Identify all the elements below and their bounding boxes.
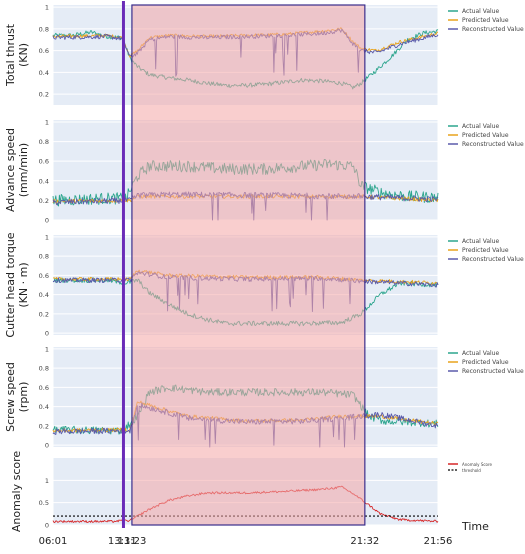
y-tick-label: 0.6 [39, 272, 49, 280]
x-tick-label: 21:32 [350, 536, 379, 547]
y-axis-label-line: (rpm) [17, 382, 30, 413]
legend-entry: Predicted Value [462, 247, 509, 254]
legend: Actual Value Predicted Value Reconstructed… [448, 350, 524, 375]
legend-entry: Actual Value [462, 350, 499, 357]
legend-entry: Reconstructed Value [462, 368, 524, 375]
y-tick-label: 0 [45, 330, 49, 338]
legend-entry: threshold [462, 468, 481, 473]
y-axis-label-line: (mm/min) [17, 143, 30, 197]
y-axis-label-line: Screw speed [4, 362, 17, 432]
legend-entry: Reconstructed Value [462, 256, 524, 263]
y-tick-label: 0.4 [39, 177, 49, 185]
legend-entry: Anomaly Score [462, 462, 493, 467]
x-axis-label: Time [461, 520, 489, 533]
legend: Actual Value Predicted Value Reconstructed… [448, 123, 524, 148]
y-tick-label: 1 [45, 118, 49, 126]
y-axis-label-line: Cutter head torque [4, 232, 17, 337]
y-axis-label-line: Advance speed [4, 128, 17, 212]
y-tick-label: 0.8 [39, 25, 49, 33]
y-tick-label: 1 [45, 477, 49, 485]
y-tick-label: 0.2 [39, 422, 49, 430]
y-axis-label: Total thrust(KN) [4, 23, 30, 87]
y-tick-label: 0.5 [39, 499, 49, 507]
legend-entry: Reconstructed Value [462, 26, 524, 33]
y-tick-label: 1 [45, 4, 49, 12]
y-axis-label-line: Anomaly score [10, 451, 23, 533]
y-tick-label: 0.4 [39, 69, 49, 77]
legend-entry: Predicted Value [462, 17, 509, 24]
y-tick-label: 0 [45, 217, 49, 225]
anomaly-region [131, 4, 366, 526]
y-tick-label: 0.2 [39, 91, 49, 99]
y-tick-label: 0.6 [39, 47, 49, 55]
legend: Actual Value Predicted Value Reconstructed… [448, 8, 524, 33]
legend-entry: Actual Value [462, 123, 499, 130]
legend-entry: Actual Value [462, 8, 499, 15]
y-tick-label: 1 [45, 345, 49, 353]
x-tick-label: 21:56 [424, 536, 453, 547]
y-tick-label: 0.4 [39, 403, 49, 411]
y-tick-label: 0.8 [39, 365, 49, 373]
y-axis-label-line: Total thrust [4, 23, 17, 87]
y-tick-label: 0 [45, 522, 49, 530]
legend-entry: Predicted Value [462, 132, 509, 139]
legend-entry: Actual Value [462, 238, 499, 245]
x-tick-label: 06:01 [39, 536, 68, 547]
y-axis-label: Anomaly score [10, 451, 23, 533]
legend: Actual Value Predicted Value Reconstructed… [448, 238, 524, 263]
y-tick-label: 0.6 [39, 384, 49, 392]
y-tick-label: 0.4 [39, 291, 49, 299]
legend-entry: Predicted Value [462, 359, 509, 366]
y-axis-label-line: (KN) [17, 43, 30, 67]
y-tick-label: 0.6 [39, 158, 49, 166]
y-axis-label: Screw speed(rpm) [4, 362, 30, 432]
y-tick-label: 0.8 [39, 253, 49, 261]
y-tick-label: 0.8 [39, 138, 49, 146]
y-axis-label-line: (KN · m) [17, 262, 30, 307]
y-tick-label: 0 [45, 442, 49, 450]
y-axis-label: Advance speed(mm/min) [4, 128, 30, 212]
y-tick-label: 0.2 [39, 197, 49, 205]
y-tick-label: 1 [45, 233, 49, 241]
y-axis-label: Cutter head torque(KN · m) [4, 232, 30, 337]
legend-entry: Reconstructed Value [462, 141, 524, 148]
x-tick-label: 13:23 [118, 536, 147, 547]
y-tick-label: 0.2 [39, 310, 49, 318]
x-tick-label: 13:11 [108, 536, 137, 547]
